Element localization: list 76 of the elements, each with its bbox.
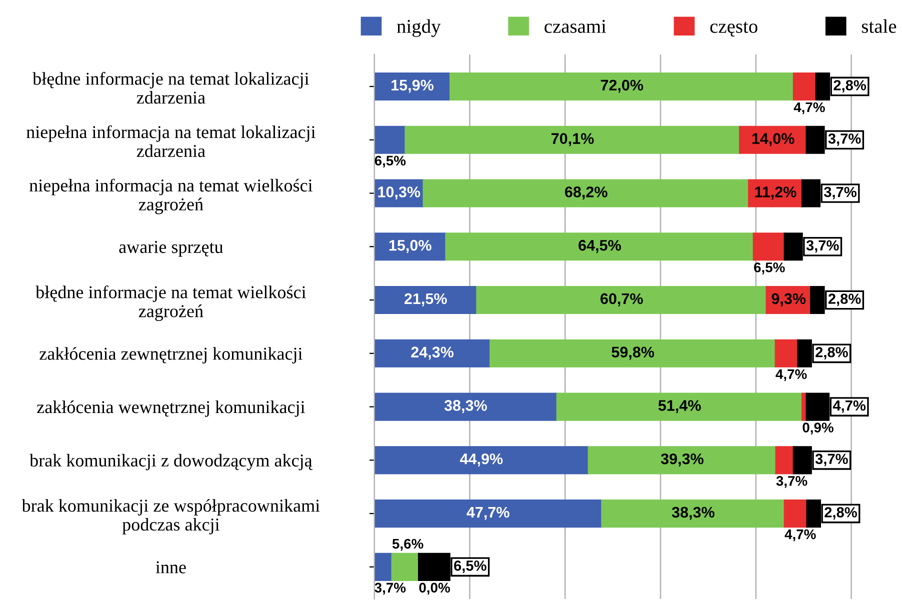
y-tick-label: błędne informacje na temat lokalizacji zdarzenia: [32, 72, 309, 104]
bar: [476, 286, 768, 314]
data-label: 2,8%: [828, 294, 861, 306]
bar: [374, 286, 478, 314]
data-label: 59,8%: [612, 346, 654, 360]
bar: [374, 392, 558, 421]
data-label: 72,0%: [600, 80, 644, 93]
bar: [391, 552, 420, 581]
bar: [601, 500, 786, 528]
bar: [774, 339, 799, 368]
data-label: 2,8%: [824, 507, 857, 520]
data-label: 15,9%: [392, 80, 434, 93]
y-tick-label: inne: [156, 561, 186, 574]
legend-label: stale: [862, 19, 896, 33]
y-tick-label: zakłócenia wewnętrznej komunikacji: [37, 400, 305, 417]
bar: [556, 392, 803, 421]
data-label: 3,7%: [776, 476, 808, 488]
data-label: 5,6%: [392, 538, 424, 551]
bar: [445, 232, 754, 261]
y-tick-label: brak komunikacji z dowodzącym akcją: [30, 454, 313, 470]
y-tick-label: błędne informacje na temat wielkości zagrożeń: [36, 285, 306, 321]
bar: [784, 500, 808, 528]
data-label: 24,3%: [411, 346, 454, 360]
data-label: 2,8%: [816, 346, 848, 360]
data-label: 44,9%: [460, 453, 503, 466]
data-label: 3,7%: [828, 133, 861, 146]
data-label: 6,5%: [374, 156, 406, 168]
data-label: 0,0%: [419, 582, 450, 595]
bar: [422, 179, 750, 208]
data-label: 60,7%: [600, 293, 643, 306]
data-label: 68,2%: [565, 186, 608, 200]
data-label: 3,7%: [815, 454, 848, 466]
data-label: 3,7%: [824, 186, 856, 200]
data-label: 4,7%: [794, 102, 825, 114]
bar: [752, 232, 786, 261]
data-label: 39,3%: [660, 453, 704, 466]
y-tick-label: niepełna informacja na temat wielkości zagrożeń: [29, 178, 312, 214]
bar: [490, 339, 776, 368]
bar: [374, 500, 603, 528]
data-label: 47,7%: [466, 506, 510, 520]
bar: [449, 72, 794, 101]
data-label: 15,0%: [389, 240, 432, 253]
bar: [792, 72, 817, 101]
data-label: 9,3%: [772, 293, 806, 306]
data-label: 38,3%: [444, 400, 487, 414]
data-label: 14,0%: [752, 133, 794, 146]
data-label: 3,7%: [374, 582, 406, 595]
y-tick-label: niepełna informacja na temat lokalizacji zdarzenia: [26, 125, 316, 158]
data-label: 11,2%: [755, 186, 796, 200]
data-label: 0,9%: [802, 422, 834, 434]
data-label: 4,7%: [784, 529, 816, 542]
data-label: 4,7%: [832, 400, 866, 413]
data-label: 2,8%: [834, 80, 866, 93]
bar: [374, 552, 393, 581]
bar: [374, 339, 491, 368]
data-label: 21,5%: [404, 293, 447, 306]
legend-label: często: [710, 22, 758, 37]
data-label: 38,3%: [672, 506, 714, 520]
data-label: 3,7%: [806, 240, 839, 253]
y-tick-label: zakłócenia zewnętrznej komunikacji: [40, 347, 302, 364]
y-tick-label: brak komunikacji ze współpracownikami podczas akcji: [22, 499, 320, 534]
y-tick-label: awarie sprzętu: [119, 240, 224, 257]
bar: [404, 126, 740, 154]
data-label: 70,1%: [552, 133, 594, 146]
data-label: 10,3%: [378, 186, 420, 200]
bar: [775, 446, 794, 474]
legend-label: nigdy: [396, 19, 441, 37]
data-label: 51,4%: [658, 400, 701, 414]
bar: [374, 126, 406, 154]
data-label: 6,5%: [454, 560, 486, 573]
data-label: 64,5%: [578, 240, 621, 253]
data-label: 6,5%: [754, 262, 785, 274]
bar: [374, 446, 590, 474]
data-label: 4,7%: [776, 369, 807, 382]
legend-label: czasami: [544, 20, 606, 33]
bar: [588, 446, 777, 474]
